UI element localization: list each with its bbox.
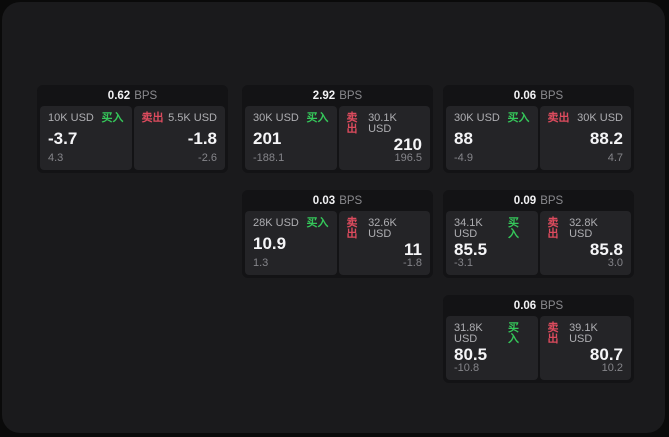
sell-amount: 30.1K USD (368, 112, 397, 135)
buy-side-label: 买入 (507, 112, 530, 124)
sell-price: 88.2 (589, 129, 623, 148)
buy-side-label: 买入 (507, 217, 519, 240)
bps-unit: BPS (540, 89, 564, 102)
sell-panel[interactable]: 卖出 32.6K USD 11 -1.8 (338, 211, 430, 275)
buy-side-label: 买入 (306, 112, 329, 124)
sell-price: 210 (393, 134, 422, 154)
sell-side-label: 卖出 (346, 217, 358, 240)
buy-panel[interactable]: 30K USD 买入 201 -188.1 (245, 106, 337, 170)
bps-value: 0.06 (513, 299, 537, 312)
buy-price: 88 (454, 129, 473, 148)
sell-delta: -2.6 (198, 152, 217, 164)
buy-delta: -188.1 (253, 152, 285, 164)
panels: 28K USD 买入 10.9 1.3 卖出 32.6K USD 11 -1.8 (242, 211, 433, 278)
card-header: 0.62 BPS (37, 85, 228, 106)
quote-card-6: 0.06 BPS 31.8K USD 买入 80.5 -10.8 卖出 39.1… (443, 295, 634, 383)
sell-delta: 3.0 (607, 257, 623, 269)
bps-unit: BPS (134, 89, 158, 102)
sell-panel[interactable]: 卖出 30.1K USD 210 196.5 (338, 106, 430, 170)
panels: 31.8K USD 买入 80.5 -10.8 卖出 39.1K USD 80.… (443, 316, 634, 383)
sell-amount: 5.5K USD (168, 112, 217, 124)
buy-delta: 1.3 (253, 257, 269, 269)
buy-delta: -4.9 (454, 152, 473, 164)
buy-amount: 31.8K USD (454, 322, 483, 345)
buy-panel[interactable]: 34.1K USD 买入 85.5 -3.1 (446, 211, 538, 275)
sell-price: 11 (404, 239, 422, 259)
buy-price: -3.7 (48, 129, 78, 148)
buy-amount: 30K USD (454, 112, 500, 124)
buy-side-label: 买入 (101, 112, 124, 124)
bps-value: 0.03 (312, 194, 336, 207)
sell-side-label: 卖出 (141, 112, 164, 124)
sell-price: -1.8 (187, 129, 217, 148)
sell-amount: 39.1K USD (569, 322, 598, 345)
buy-amount: 30K USD (253, 112, 299, 124)
sell-amount: 32.8K USD (569, 217, 598, 240)
quote-card-3: 0.06 BPS 30K USD 买入 88 -4.9 卖出 30K USD 8… (443, 85, 634, 173)
card-header: 0.06 BPS (443, 85, 634, 106)
sell-side-label: 卖出 (547, 322, 559, 345)
sell-panel[interactable]: 卖出 30K USD 88.2 4.7 (539, 106, 631, 170)
card-header: 0.06 BPS (443, 295, 634, 316)
sell-delta: -1.8 (403, 257, 422, 269)
sell-panel[interactable]: 卖出 5.5K USD -1.8 -2.6 (133, 106, 225, 170)
bps-value: 0.09 (513, 194, 537, 207)
buy-side-label: 买入 (306, 217, 329, 229)
buy-panel[interactable]: 30K USD 买入 88 -4.9 (446, 106, 538, 170)
buy-price: 85.5 (454, 239, 488, 259)
panels: 30K USD 买入 201 -188.1 卖出 30.1K USD 210 1… (242, 106, 433, 173)
panels: 10K USD 买入 -3.7 4.3 卖出 5.5K USD -1.8 -2.… (37, 106, 228, 173)
buy-side-label: 买入 (507, 322, 519, 345)
buy-panel[interactable]: 10K USD 买入 -3.7 4.3 (40, 106, 132, 170)
buy-panel[interactable]: 28K USD 买入 10.9 1.3 (245, 211, 337, 275)
panels: 34.1K USD 买入 85.5 -3.1 卖出 32.8K USD 85.8… (443, 211, 634, 278)
quote-card-5: 0.09 BPS 34.1K USD 买入 85.5 -3.1 卖出 32.8K… (443, 190, 634, 278)
card-header: 0.09 BPS (443, 190, 634, 211)
buy-delta: -10.8 (454, 362, 480, 374)
buy-delta: -3.1 (454, 257, 473, 269)
buy-delta: 4.3 (48, 152, 64, 164)
bps-unit: BPS (339, 194, 363, 207)
card-header: 0.03 BPS (242, 190, 433, 211)
quote-card-4: 0.03 BPS 28K USD 买入 10.9 1.3 卖出 32.6K US… (242, 190, 433, 278)
sell-side-label: 卖出 (547, 112, 570, 124)
bps-value: 2.92 (312, 89, 336, 102)
sell-amount: 30K USD (577, 112, 623, 124)
sell-price: 85.8 (589, 239, 623, 259)
buy-amount: 28K USD (253, 217, 299, 229)
sell-price: 80.7 (589, 344, 623, 364)
buy-amount: 34.1K USD (454, 217, 483, 240)
bps-value: 0.62 (107, 89, 131, 102)
buy-price: 10.9 (253, 234, 287, 253)
panels: 30K USD 买入 88 -4.9 卖出 30K USD 88.2 4.7 (443, 106, 634, 173)
sell-amount: 32.6K USD (368, 217, 397, 240)
sell-delta: 196.5 (394, 152, 422, 164)
sell-delta: 4.7 (607, 152, 623, 164)
buy-panel[interactable]: 31.8K USD 买入 80.5 -10.8 (446, 316, 538, 380)
sell-side-label: 卖出 (547, 217, 559, 240)
bps-value: 0.06 (513, 89, 537, 102)
bps-unit: BPS (339, 89, 363, 102)
bps-unit: BPS (540, 299, 564, 312)
quote-card-1: 0.62 BPS 10K USD 买入 -3.7 4.3 卖出 5.5K USD… (37, 85, 228, 173)
sell-panel[interactable]: 卖出 39.1K USD 80.7 10.2 (539, 316, 631, 380)
sell-delta: 10.2 (601, 362, 623, 374)
buy-price: 80.5 (454, 344, 488, 364)
sell-side-label: 卖出 (346, 112, 358, 135)
card-header: 2.92 BPS (242, 85, 433, 106)
quote-card-2: 2.92 BPS 30K USD 买入 201 -188.1 卖出 30.1K … (242, 85, 433, 173)
buy-price: 201 (253, 129, 282, 148)
sell-panel[interactable]: 卖出 32.8K USD 85.8 3.0 (539, 211, 631, 275)
buy-amount: 10K USD (48, 112, 94, 124)
bps-unit: BPS (540, 194, 564, 207)
